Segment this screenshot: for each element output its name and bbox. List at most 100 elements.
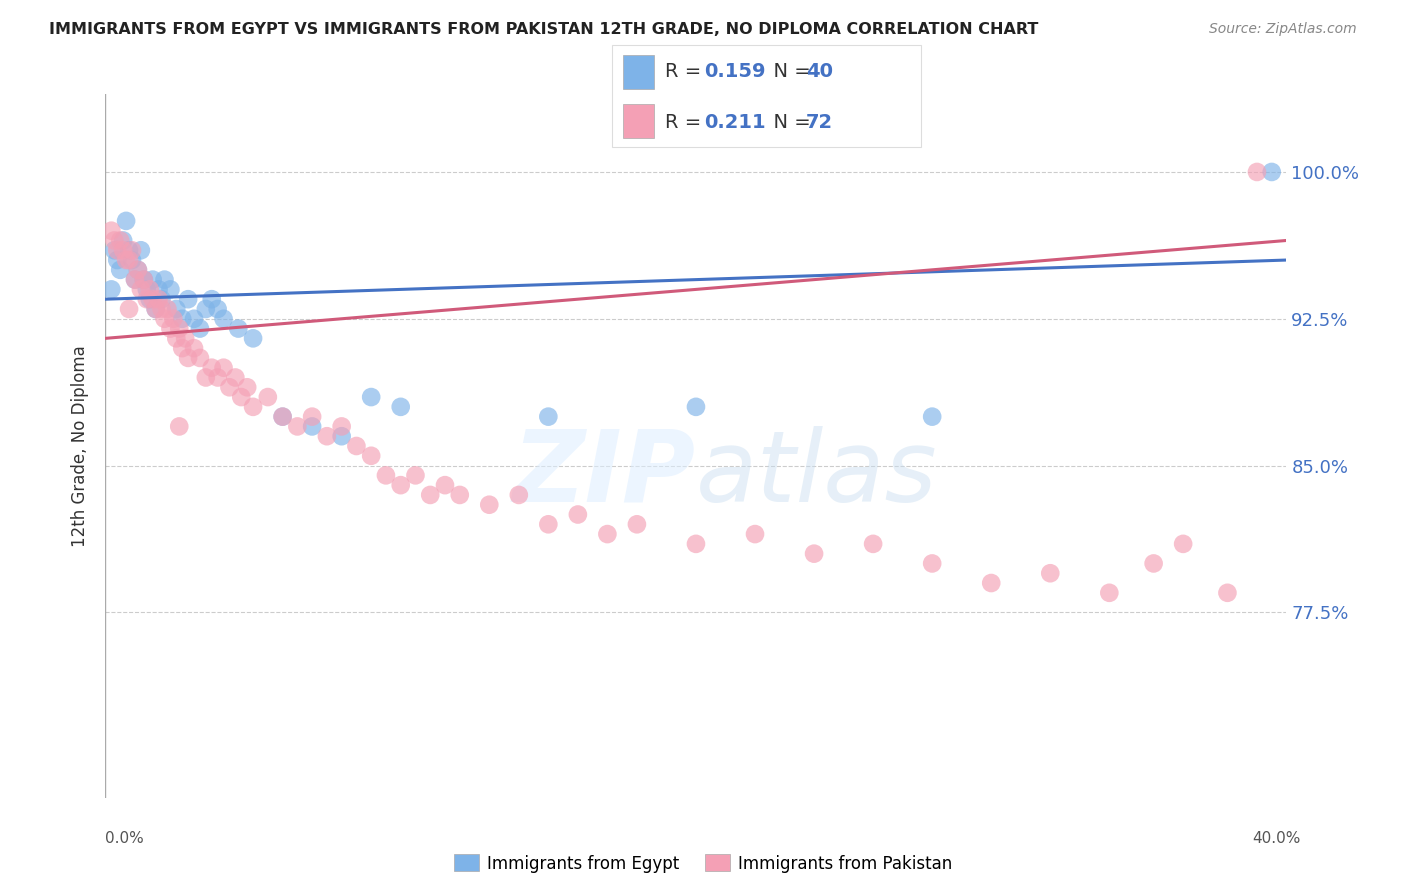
Point: [330, 419, 353, 434]
Point: [271, 409, 294, 424]
Point: [145, 301, 167, 316]
Point: [145, 301, 167, 316]
Point: [1171, 537, 1194, 551]
Text: R =: R =: [665, 62, 707, 81]
Point: [744, 527, 766, 541]
Point: [449, 488, 471, 502]
Point: [508, 488, 530, 502]
Point: [330, 429, 353, 443]
Point: [124, 272, 146, 286]
Point: [685, 400, 707, 414]
Point: [156, 301, 179, 316]
Text: atlas: atlas: [696, 425, 938, 523]
Point: [162, 311, 184, 326]
Point: [242, 400, 264, 414]
Point: [201, 360, 224, 375]
Point: [169, 321, 191, 335]
Point: [207, 370, 229, 384]
Point: [135, 282, 157, 296]
Point: [374, 468, 398, 483]
Point: [110, 234, 132, 248]
Point: [177, 351, 200, 365]
Point: [236, 380, 259, 394]
Point: [1039, 566, 1062, 581]
Text: N =: N =: [761, 62, 817, 81]
Point: [172, 311, 194, 326]
Point: [537, 409, 560, 424]
Point: [389, 400, 412, 414]
Point: [419, 488, 441, 502]
Point: [124, 272, 146, 286]
Point: [153, 272, 176, 286]
Point: [132, 272, 155, 286]
Point: [142, 272, 165, 286]
Point: [174, 331, 197, 345]
Point: [287, 419, 309, 434]
Point: [188, 321, 211, 335]
Point: [188, 351, 211, 365]
Point: [132, 272, 155, 286]
Point: [194, 370, 217, 384]
Point: [360, 390, 382, 404]
Point: [224, 370, 246, 384]
Point: [685, 537, 707, 551]
Point: [389, 478, 412, 492]
Text: 40: 40: [806, 62, 832, 81]
Text: R =: R =: [665, 112, 707, 132]
Point: [315, 429, 337, 443]
Point: [478, 498, 501, 512]
Point: [242, 331, 264, 345]
Point: [129, 244, 152, 258]
Point: [194, 301, 217, 316]
Point: [138, 292, 162, 306]
Point: [118, 244, 141, 258]
Point: [231, 390, 253, 404]
Point: [212, 311, 235, 326]
Text: IMMIGRANTS FROM EGYPT VS IMMIGRANTS FROM PAKISTAN 12TH GRADE, NO DIPLOMA CORRELA: IMMIGRANTS FROM EGYPT VS IMMIGRANTS FROM…: [49, 22, 1039, 37]
Point: [127, 263, 149, 277]
Point: [165, 331, 187, 345]
Text: 40.0%: 40.0%: [1253, 831, 1301, 847]
Text: ZIP: ZIP: [513, 425, 696, 523]
Point: [537, 517, 560, 532]
Point: [142, 292, 165, 306]
Point: [129, 282, 152, 296]
Point: [346, 439, 368, 453]
Point: [153, 311, 176, 326]
Point: [1143, 557, 1166, 571]
Point: [127, 263, 149, 277]
Point: [103, 234, 125, 248]
Text: 0.0%: 0.0%: [105, 831, 145, 847]
Point: [172, 341, 194, 355]
Point: [100, 282, 122, 296]
Point: [862, 537, 884, 551]
Point: [103, 244, 125, 258]
Point: [405, 468, 427, 483]
Point: [360, 449, 382, 463]
Point: [169, 419, 191, 434]
Legend: Immigrants from Egypt, Immigrants from Pakistan: Immigrants from Egypt, Immigrants from P…: [447, 847, 959, 880]
Point: [626, 517, 648, 532]
Point: [148, 282, 170, 296]
Point: [105, 244, 128, 258]
Point: [301, 419, 323, 434]
Point: [596, 527, 619, 541]
Point: [207, 301, 229, 316]
Point: [121, 253, 143, 268]
Point: [118, 301, 141, 316]
Text: 72: 72: [806, 112, 832, 132]
Point: [138, 282, 162, 296]
Point: [921, 409, 943, 424]
Point: [567, 508, 589, 522]
Point: [921, 557, 943, 571]
Point: [105, 253, 128, 268]
Point: [1246, 165, 1268, 179]
Point: [150, 292, 173, 306]
Point: [212, 360, 235, 375]
Point: [177, 292, 200, 306]
Text: Source: ZipAtlas.com: Source: ZipAtlas.com: [1209, 22, 1357, 37]
Point: [159, 282, 181, 296]
Point: [110, 263, 132, 277]
Point: [112, 244, 135, 258]
Point: [121, 244, 143, 258]
